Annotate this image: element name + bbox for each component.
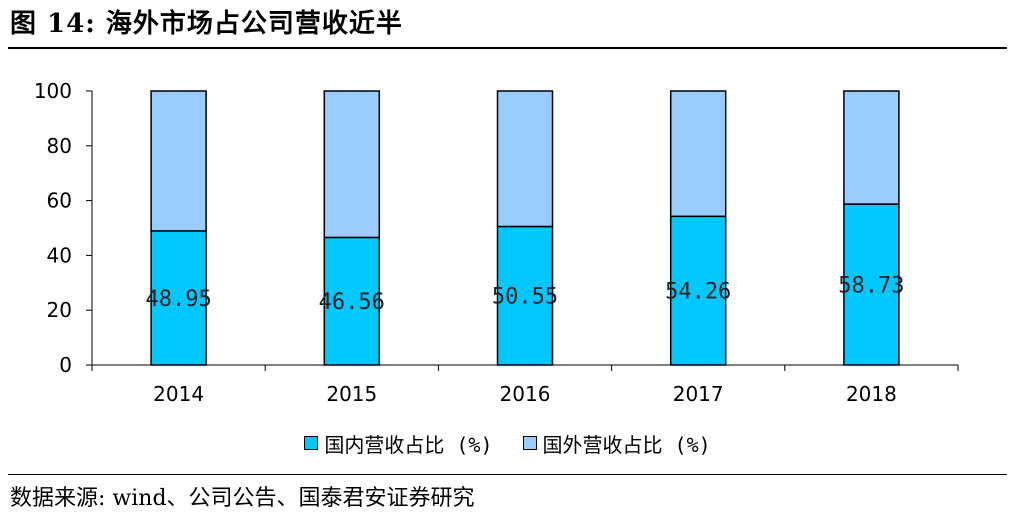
x-tick-label: 2015: [326, 382, 377, 406]
figure-title: 图 14: 海外市场占公司营收近半: [10, 9, 403, 39]
y-tick-label: 0: [59, 353, 72, 377]
data-label-domestic: 48.95: [145, 287, 211, 312]
data-label-domestic: 50.55: [492, 285, 558, 310]
y-tick-label: 60: [47, 189, 72, 213]
legend-label-domestic: 国内营收占比 (%): [324, 432, 493, 457]
legend-swatch-overseas: [522, 436, 537, 450]
bar-overseas: [150, 90, 207, 232]
data-label-domestic: 54.26: [665, 280, 731, 305]
bar-overseas: [496, 90, 554, 228]
bar-overseas: [843, 90, 900, 205]
y-tick-label: 80: [47, 134, 72, 158]
legend-item-domestic: 国内营收占比 (%): [304, 429, 493, 458]
bar-overseas: [323, 90, 381, 239]
x-tick-label: 2016: [500, 382, 551, 406]
bar-domestic: [323, 236, 381, 366]
y-tick-label: 20: [47, 298, 72, 322]
x-tick-label: 2014: [153, 382, 204, 406]
title-rule: [8, 47, 1007, 49]
chart-legend: 国内营收占比 (%) 国外营收占比 (%): [0, 426, 1015, 460]
bar-domestic: [496, 225, 554, 366]
y-tick-label: 100: [34, 79, 72, 103]
legend-label-overseas: 国外营收占比 (%): [542, 432, 711, 457]
x-tick-label: 2018: [846, 382, 897, 406]
source-note: 数据来源: wind、公司公告、国泰君安证券研究: [10, 486, 475, 511]
data-label-domestic: 58.73: [838, 274, 904, 299]
bar-domestic: [843, 203, 900, 366]
bar-domestic: [150, 230, 207, 366]
x-tick-label: 2017: [673, 382, 724, 406]
bar-overseas: [669, 90, 727, 218]
source-rule: [8, 474, 1007, 475]
stacked-bar-chart: 0 20 40 60 80 100 48.95 2014 46.56 2015 50.55 2016 5…: [34, 79, 959, 406]
data-label-domestic: 46.56: [319, 290, 385, 315]
y-tick-label: 40: [47, 243, 72, 267]
legend-swatch-domestic: [304, 436, 319, 450]
legend-item-overseas: 国外营收占比 (%): [522, 429, 711, 458]
bar-domestic: [669, 215, 727, 366]
